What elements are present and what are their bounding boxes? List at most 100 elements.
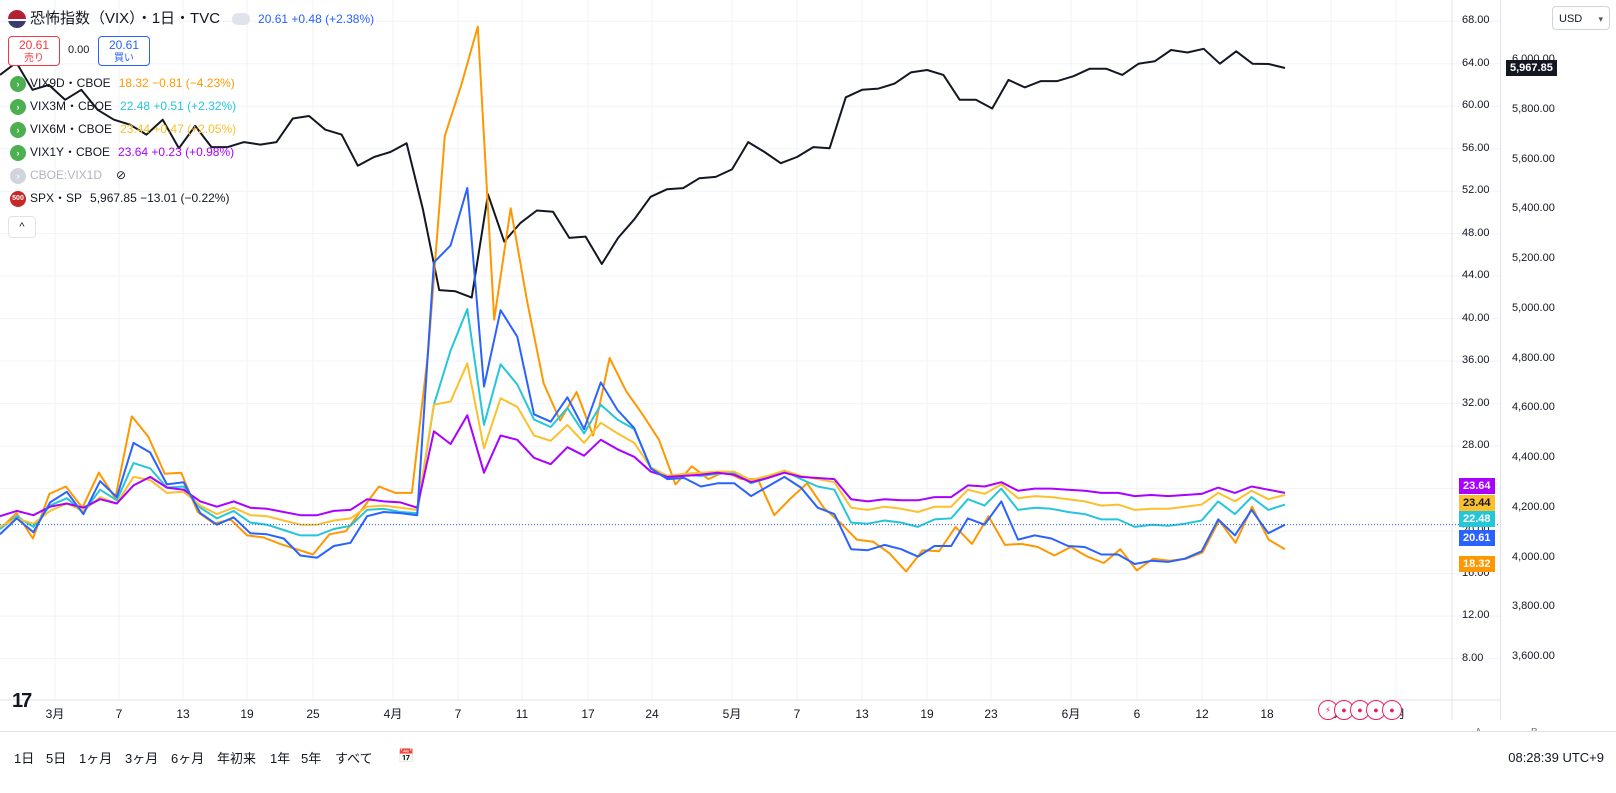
- spx-tick-label: 5,000.00: [1512, 301, 1555, 314]
- x-tick-label: 4月: [384, 707, 403, 720]
- legend-value: 22.48 +0.51 (+2.32%): [120, 99, 237, 113]
- spx-tick-label: 4,600.00: [1512, 401, 1555, 414]
- x-tick-label: 11: [516, 707, 529, 720]
- vix-tick-label: 64.00: [1462, 56, 1490, 69]
- buy-label: 買い: [114, 53, 134, 64]
- legend-name: VIX9D・CBOE: [30, 76, 111, 90]
- x-tick-label: 6: [1134, 707, 1141, 720]
- chevron-down-icon: ▾: [1598, 14, 1603, 24]
- x-tick-label: 19: [240, 707, 254, 720]
- x-tick-label: 18: [1260, 707, 1274, 720]
- vix-tick-label: 40.00: [1462, 311, 1490, 324]
- vix-tick-label: 48.00: [1462, 226, 1490, 239]
- symbol-header[interactable]: 恐怖指数（VIX）・1日・TVC 20.61 +0.48 (+2.38%): [8, 8, 374, 30]
- spx-tick-label: 5,400.00: [1512, 202, 1555, 215]
- tradingview-logo-icon[interactable]: 17: [12, 690, 32, 712]
- buy-price: 20.61: [108, 38, 140, 52]
- range-button[interactable]: 5年: [301, 751, 322, 766]
- vix-tick-label: 56.00: [1462, 141, 1490, 154]
- range-button[interactable]: 1日: [14, 751, 35, 766]
- symbol-title: 恐怖指数（VIX）: [30, 10, 137, 27]
- price-axis[interactable]: [1500, 0, 1616, 720]
- legend-item[interactable]: › VIX3M・CBOE 22.48 +0.51 (+2.32%): [10, 96, 236, 116]
- legend-item[interactable]: › VIX1Y・CBOE 23.64 +0.23 (+0.98%): [10, 142, 234, 162]
- spread-value: 0.00: [68, 44, 90, 56]
- price-tag: 5,967.85: [1506, 59, 1557, 76]
- vix-tick-label: 68.00: [1462, 14, 1490, 27]
- clock[interactable]: 08:28:39 UTC+9: [1508, 750, 1604, 765]
- series-line-VIX6M[interactable]: [0, 362, 1286, 528]
- legend-item[interactable]: 500 SPX・SP 5,967.85 −13.01 (−0.22%): [10, 188, 229, 208]
- legend-name: SPX・SP: [30, 191, 83, 205]
- vix-tick-label: 8.00: [1462, 651, 1484, 664]
- flag-event-icon[interactable]: ●: [1382, 700, 1402, 720]
- vix-tick-label: 52.00: [1462, 184, 1490, 197]
- play-icon: ›: [10, 75, 26, 92]
- play-icon: ›: [10, 144, 26, 161]
- spx-tick-label: 5,200.00: [1512, 252, 1555, 264]
- legend-name: CBOE:VIX1D: [30, 168, 103, 182]
- range-button[interactable]: 1ヶ月: [79, 751, 113, 766]
- range-button[interactable]: 5日: [46, 751, 67, 766]
- x-tick-label: 7: [116, 707, 123, 720]
- legend-name: VIX1Y・CBOE: [30, 145, 111, 159]
- range-button[interactable]: 3ヶ月: [125, 751, 159, 766]
- x-tick-label: 6月: [1062, 707, 1081, 720]
- x-axis-labels: 3月71319254月71117245月71319236月61218257月: [46, 707, 1406, 720]
- x-tick-label: 7: [455, 707, 462, 720]
- currency-selector[interactable]: USD ▾: [1552, 6, 1610, 30]
- price-chart[interactable]: 3月71319254月71117245月71319236月61218257月: [0, 0, 1500, 720]
- legend-name: VIX3M・CBOE: [30, 99, 113, 113]
- x-tick-label: 7: [794, 707, 801, 720]
- legend-value: 23.64 +0.23 (+0.98%): [118, 145, 235, 159]
- x-tick-label: 12: [1195, 707, 1209, 720]
- collapse-legend-button[interactable]: ^: [8, 216, 36, 238]
- sell-price: 20.61: [18, 38, 50, 52]
- chevron-up-icon: ^: [19, 221, 25, 233]
- x-tick-label: 13: [176, 707, 190, 720]
- bottom-toolbar: [0, 731, 1616, 793]
- price-tag: 23.44: [1459, 495, 1495, 511]
- series-line-恐怖指数（VIX）[interactable]: [0, 187, 1286, 565]
- play-icon: ›: [10, 167, 26, 184]
- spx-tick-label: 4,200.00: [1512, 500, 1555, 513]
- spx-tick-label: 5,600.00: [1512, 152, 1555, 165]
- series-lines: [0, 25, 1286, 573]
- hidden-eye-icon[interactable]: ⊘: [116, 168, 127, 182]
- calendar-icon[interactable]: 📅: [398, 748, 415, 763]
- series-line-SPX[interactable]: [0, 47, 1286, 299]
- legend-item[interactable]: › VIX9D・CBOE 18.32 −0.81 (−4.23%): [10, 73, 235, 93]
- legend-name: VIX6M・CBOE: [30, 122, 113, 136]
- buy-button[interactable]: 20.61 買い: [98, 36, 150, 66]
- x-tick-label: 5月: [723, 707, 742, 720]
- price-tag: 22.48: [1459, 511, 1495, 527]
- sell-label: 売り: [24, 53, 44, 64]
- range-button[interactable]: 年初来: [217, 751, 257, 766]
- spx-tick-label: 3,600.00: [1512, 650, 1555, 662]
- range-button[interactable]: 6ヶ月: [171, 751, 205, 766]
- play-icon: ›: [10, 121, 26, 138]
- currency-label: USD: [1559, 13, 1583, 25]
- x-tick-label: 17: [581, 707, 595, 720]
- series-line-VIX1Y[interactable]: [0, 414, 1286, 518]
- vix-tick-label: 44.00: [1462, 269, 1490, 282]
- news-icons[interactable]: ⚡ ● ● ● ●: [1318, 700, 1402, 720]
- spx-tick-label: 4,400.00: [1512, 451, 1555, 463]
- legend-item[interactable]: › CBOE:VIX1D ⊘: [10, 165, 126, 185]
- price-tag: 18.32: [1459, 556, 1495, 572]
- us-flag-icon: [8, 10, 26, 29]
- legend-value: 18.32 −0.81 (−4.23%): [118, 76, 235, 90]
- x-tick-label: 13: [855, 707, 869, 720]
- vix-tick-label: 32.00: [1462, 396, 1490, 409]
- play-icon: ›: [10, 98, 26, 115]
- range-button[interactable]: すべて: [335, 751, 373, 766]
- range-button[interactable]: 1年: [270, 751, 291, 766]
- spx-tick-label: 4,000.00: [1512, 550, 1555, 563]
- vix-tick-label: 28.00: [1462, 439, 1490, 452]
- x-tick-label: 24: [645, 707, 659, 720]
- market-status-icon[interactable]: [232, 13, 251, 26]
- legend-item[interactable]: › VIX6M・CBOE 23.44 +0.47 (+2.05%): [10, 119, 236, 139]
- legend-value: 23.44 +0.47 (+2.05%): [120, 122, 237, 136]
- price-tag: 23.64: [1459, 478, 1495, 494]
- sell-button[interactable]: 20.61 売り: [8, 36, 60, 66]
